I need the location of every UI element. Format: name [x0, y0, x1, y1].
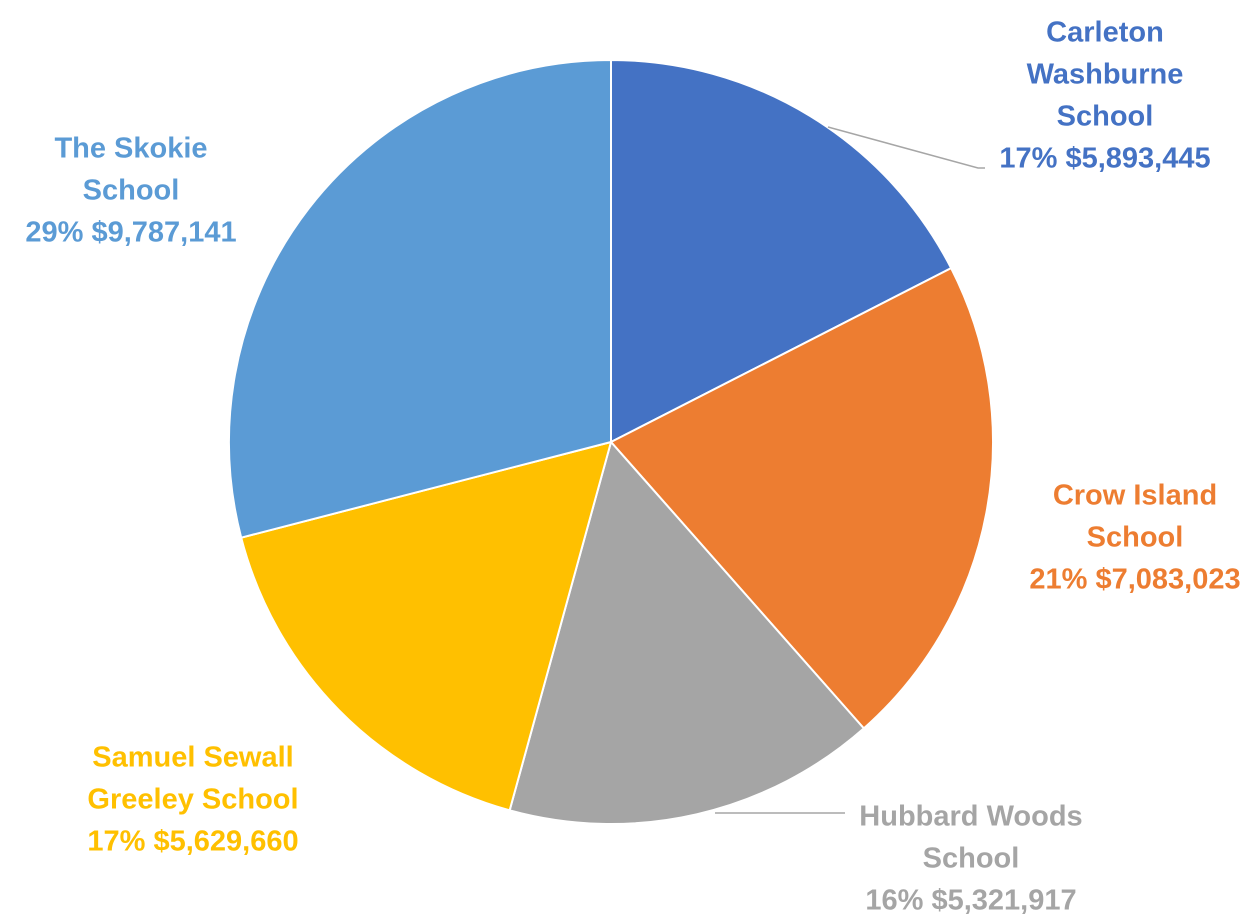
data-label-value-3: 17% $5,629,660 — [87, 826, 298, 858]
data-label-name-line-0: Washburne — [1027, 59, 1184, 91]
data-label-3: Samuel Sewall Greeley School 17% $5,629,66… — [87, 742, 298, 858]
data-label-name-line-1: Crow Island — [1053, 480, 1217, 512]
pie-slices — [227, 58, 994, 825]
data-label-4: The Skokie School 29% $9,787,141 — [25, 133, 236, 249]
data-label-name-line-3: Greeley School — [87, 784, 298, 816]
data-label-name-line-0: Carleton — [1046, 17, 1164, 49]
data-label-name-line-2: School — [923, 843, 1020, 875]
pie-slice-3 — [239, 440, 613, 812]
data-label-name-line-4: School — [83, 175, 180, 207]
data-label-name-line-3: Samuel Sewall — [92, 742, 294, 774]
pie-slice-2 — [508, 439, 866, 825]
leader-lines — [715, 126, 985, 814]
data-label-name-line-4: The Skokie — [54, 133, 207, 165]
data-label-2: Hubbard Woods School 16% $5,321,917 — [859, 801, 1082, 915]
data-label-name-line-1: School — [1087, 522, 1184, 554]
data-label-name-line-0: School — [1057, 101, 1154, 133]
data-label-value-0: 17% $5,893,445 — [999, 143, 1210, 175]
data-label-value-2: 16% $5,321,917 — [865, 885, 1076, 915]
leader-line-0 — [827, 126, 985, 169]
data-label-1: Crow Island School 21% $7,083,023 — [1029, 480, 1240, 596]
data-label-value-1: 21% $7,083,023 — [1029, 564, 1240, 596]
data-label-value-4: 29% $9,787,141 — [25, 217, 236, 249]
pie-slice-4 — [227, 58, 612, 539]
data-label-0: Carleton Washburne School 17% $5,893,445 — [999, 17, 1210, 175]
pie-slice-0 — [610, 58, 953, 444]
data-labels: Carleton Washburne School 17% $5,893,445 Cro… — [25, 17, 1240, 915]
pie-slice-1 — [609, 266, 994, 730]
data-label-name-line-2: Hubbard Woods — [859, 801, 1082, 833]
